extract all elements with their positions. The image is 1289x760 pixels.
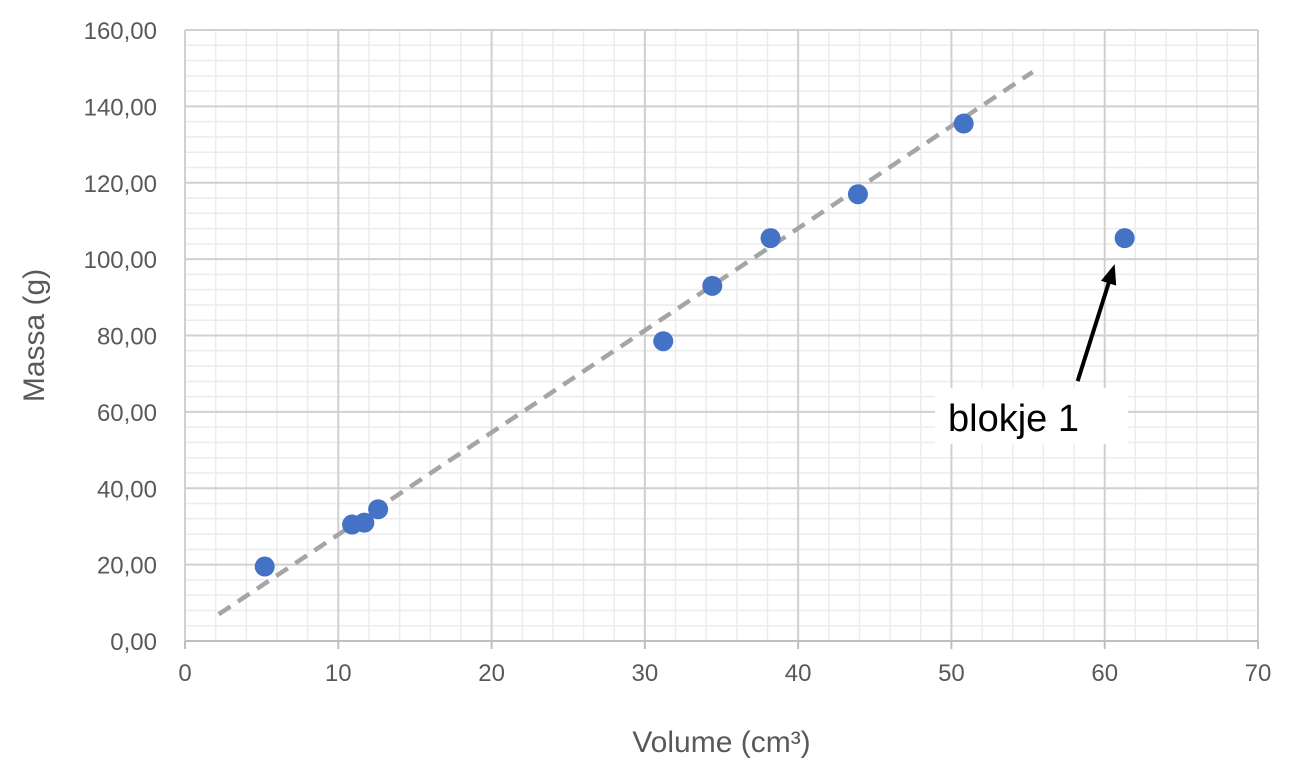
y-tick-label: 160,00 <box>84 18 157 45</box>
x-axis-title: Volume (cm³) <box>632 726 810 759</box>
annotation-box <box>935 388 1128 444</box>
trendline <box>217 70 1034 617</box>
y-tick-label: 20,00 <box>97 553 157 580</box>
data-point <box>368 499 389 520</box>
x-tick-label: 70 <box>1245 660 1272 687</box>
x-tick-label: 50 <box>938 660 965 687</box>
x-tick-label: 30 <box>632 660 659 687</box>
data-point <box>760 228 781 249</box>
data-point <box>702 275 723 296</box>
y-tick-label: 100,00 <box>84 247 157 274</box>
data-point <box>254 556 275 577</box>
data-point <box>653 331 674 352</box>
data-points <box>254 113 1135 577</box>
axes: 0 10 20 30 40 50 60 70 0,00 20,00 40,00 60,00 80,00 1… <box>84 18 1272 687</box>
annotation: blokje 1 <box>935 264 1128 444</box>
y-tick-label: 0,00 <box>110 629 157 656</box>
y-tick-label: 140,00 <box>84 94 157 121</box>
x-tick-label: 10 <box>325 660 352 687</box>
y-tick-label: 60,00 <box>97 400 157 427</box>
data-point <box>847 184 868 205</box>
data-point <box>354 512 375 533</box>
data-point <box>1114 228 1135 249</box>
annotation-arrow <box>1075 278 1112 382</box>
x-tick-label: 20 <box>478 660 505 687</box>
x-tick-label: 40 <box>785 660 812 687</box>
y-axis-title: Massa (g) <box>18 269 51 402</box>
y-tick-label: 80,00 <box>97 324 157 351</box>
data-point <box>953 113 974 134</box>
y-tick-label: 120,00 <box>84 171 157 198</box>
annotation-arrowhead <box>1100 264 1117 286</box>
annotation-label: blokje 1 <box>948 398 1079 440</box>
y-tick-label: 40,00 <box>97 476 157 503</box>
x-tick-label: 0 <box>178 660 191 687</box>
grid <box>185 29 1259 641</box>
x-tick-label: 60 <box>1091 660 1118 687</box>
